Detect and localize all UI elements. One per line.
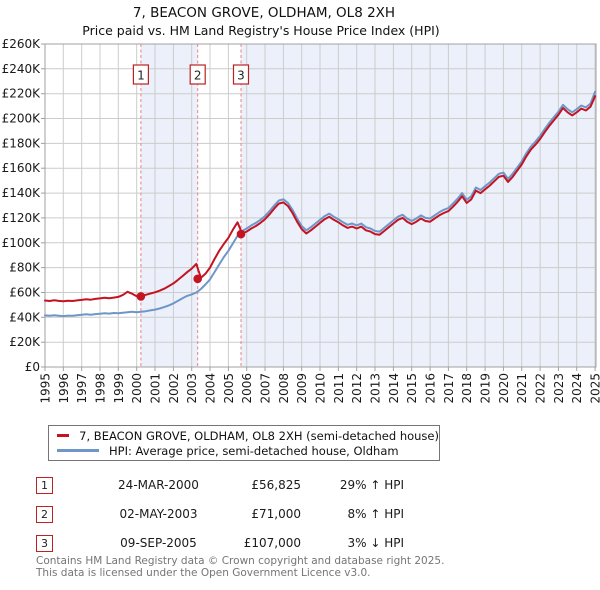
sale-number-box [189, 64, 206, 85]
x-axis-label: 2001 [149, 373, 163, 404]
hpi-line [44, 90, 597, 318]
y-axis-label: £120K [2, 211, 42, 225]
y-axis-label: £200K [2, 112, 42, 126]
sale-marker-dot [136, 292, 146, 301]
transaction-price: £56,825 [251, 478, 301, 492]
x-axis-label: 2022 [534, 373, 548, 404]
x-axis-label: 2013 [369, 373, 383, 404]
x-axis-label: 2011 [332, 373, 346, 404]
x-axis-label: 1999 [112, 373, 126, 404]
y-axis-label: £180K [2, 136, 42, 150]
legend-label-property: 7, BEACON GROVE, OLDHAM, OL8 2XH (semi-d… [79, 428, 439, 443]
transaction-row: 2 02-MAY-2003 £71,000 8% ↑ HPI [36, 506, 596, 524]
footer-line-1: Contains HM Land Registry data © Crown c… [36, 555, 445, 567]
transaction-date: 02-MAY-2003 [119, 507, 198, 521]
property-line-swatch [57, 434, 70, 437]
x-axis-label: 2009 [295, 373, 309, 404]
price-history-chart: 1 2 3 £0 £20K £40K £60K £80K £100K £120K £140K £160… [2, 37, 600, 404]
x-axis-label: 2012 [350, 373, 364, 404]
x-axis-label: 2006 [240, 373, 254, 404]
transaction-number-badge: 3 [36, 535, 53, 552]
y-axis-label: £60K [9, 286, 41, 300]
y-axis-label: £260K [2, 37, 42, 51]
sale-number-box [132, 64, 149, 85]
x-axis-label: 2020 [497, 373, 511, 404]
page-subtitle: Price paid vs. HM Land Registry's House … [82, 23, 440, 38]
transaction-hpi-delta: 3% ↓ HPI [347, 536, 404, 550]
y-axis-label: £40K [9, 310, 41, 324]
x-axis-label: 2007 [259, 373, 273, 404]
transaction-date: 09-SEP-2005 [120, 536, 197, 550]
sale-number-box [232, 64, 250, 85]
x-axis-label: 2004 [204, 373, 218, 404]
transaction-row: 1 24-MAR-2000 £56,825 29% ↑ HPI [36, 477, 596, 495]
x-axis-label: 2000 [130, 373, 144, 404]
ownership-period-shading [140, 44, 198, 367]
x-axis-label: 1995 [39, 373, 53, 404]
x-axis-label: 2002 [167, 373, 181, 404]
sale-marker-dot [236, 229, 246, 239]
legend-item-hpi: HPI: Average price, semi-detached house,… [49, 443, 439, 458]
footer-line-2: This data is licensed under the Open Gov… [36, 566, 371, 579]
x-axis-label: 2024 [570, 373, 584, 404]
transaction-hpi-delta: 29% ↑ HPI [339, 478, 404, 492]
legend-item-property: 7, BEACON GROVE, OLDHAM, OL8 2XH (semi-d… [49, 428, 439, 443]
x-axis-label: 1997 [75, 373, 89, 404]
x-axis-label: 2015 [405, 373, 419, 404]
x-axis-label: 2003 [185, 373, 199, 404]
legend-label-hpi: HPI: Average price, semi-detached house,… [109, 443, 399, 458]
page-title: 7, BEACON GROVE, OLDHAM, OL8 2XH [132, 5, 396, 21]
x-axis-label: 1996 [57, 373, 71, 404]
sale-number-label: 2 [194, 69, 202, 83]
y-axis-label: £140K [2, 186, 42, 200]
x-axis-label: 2018 [460, 373, 474, 404]
y-axis-label: £20K [9, 335, 41, 349]
x-axis-label: 2017 [442, 373, 456, 404]
sale-number-label: 1 [137, 69, 145, 83]
sale-marker-dot [193, 274, 202, 284]
x-axis-label: 2021 [515, 373, 529, 404]
x-axis-label: 2023 [552, 373, 566, 404]
y-axis-label: £160K [2, 161, 42, 175]
transaction-date: 24-MAR-2000 [118, 478, 199, 492]
x-axis-label: 2019 [479, 373, 493, 404]
transaction-row: 3 09-SEP-2005 £107,000 3% ↓ HPI [36, 535, 596, 553]
chart-legend: 7, BEACON GROVE, OLDHAM, OL8 2XH (semi-d… [48, 425, 440, 461]
x-axis-label: 2010 [314, 373, 328, 404]
y-axis-label: £100K [2, 236, 42, 250]
transaction-price: £107,000 [243, 536, 301, 550]
ownership-period-shading [241, 44, 596, 367]
license-footer: Contains HM Land Registry data © Crown c… [36, 555, 445, 579]
hpi-line-swatch [57, 449, 99, 452]
x-axis-label: 2005 [222, 373, 236, 404]
transaction-hpi-delta: 8% ↑ HPI [347, 507, 404, 521]
x-axis-label: 2014 [387, 373, 401, 404]
y-axis-label: £80K [9, 261, 41, 275]
x-axis-label: 1998 [94, 373, 108, 404]
x-axis-label: 2008 [277, 373, 291, 404]
x-axis-label: 2025 [589, 373, 600, 404]
sale-number-label: 3 [237, 69, 245, 83]
x-axis-label: 2016 [424, 373, 438, 404]
y-axis-label: £220K [2, 87, 42, 101]
y-axis-label: £240K [2, 62, 42, 76]
transaction-price: £71,000 [251, 507, 301, 521]
transaction-number-badge: 1 [36, 477, 53, 494]
y-axis-label: £0 [25, 360, 40, 374]
transaction-number-badge: 2 [36, 506, 53, 523]
